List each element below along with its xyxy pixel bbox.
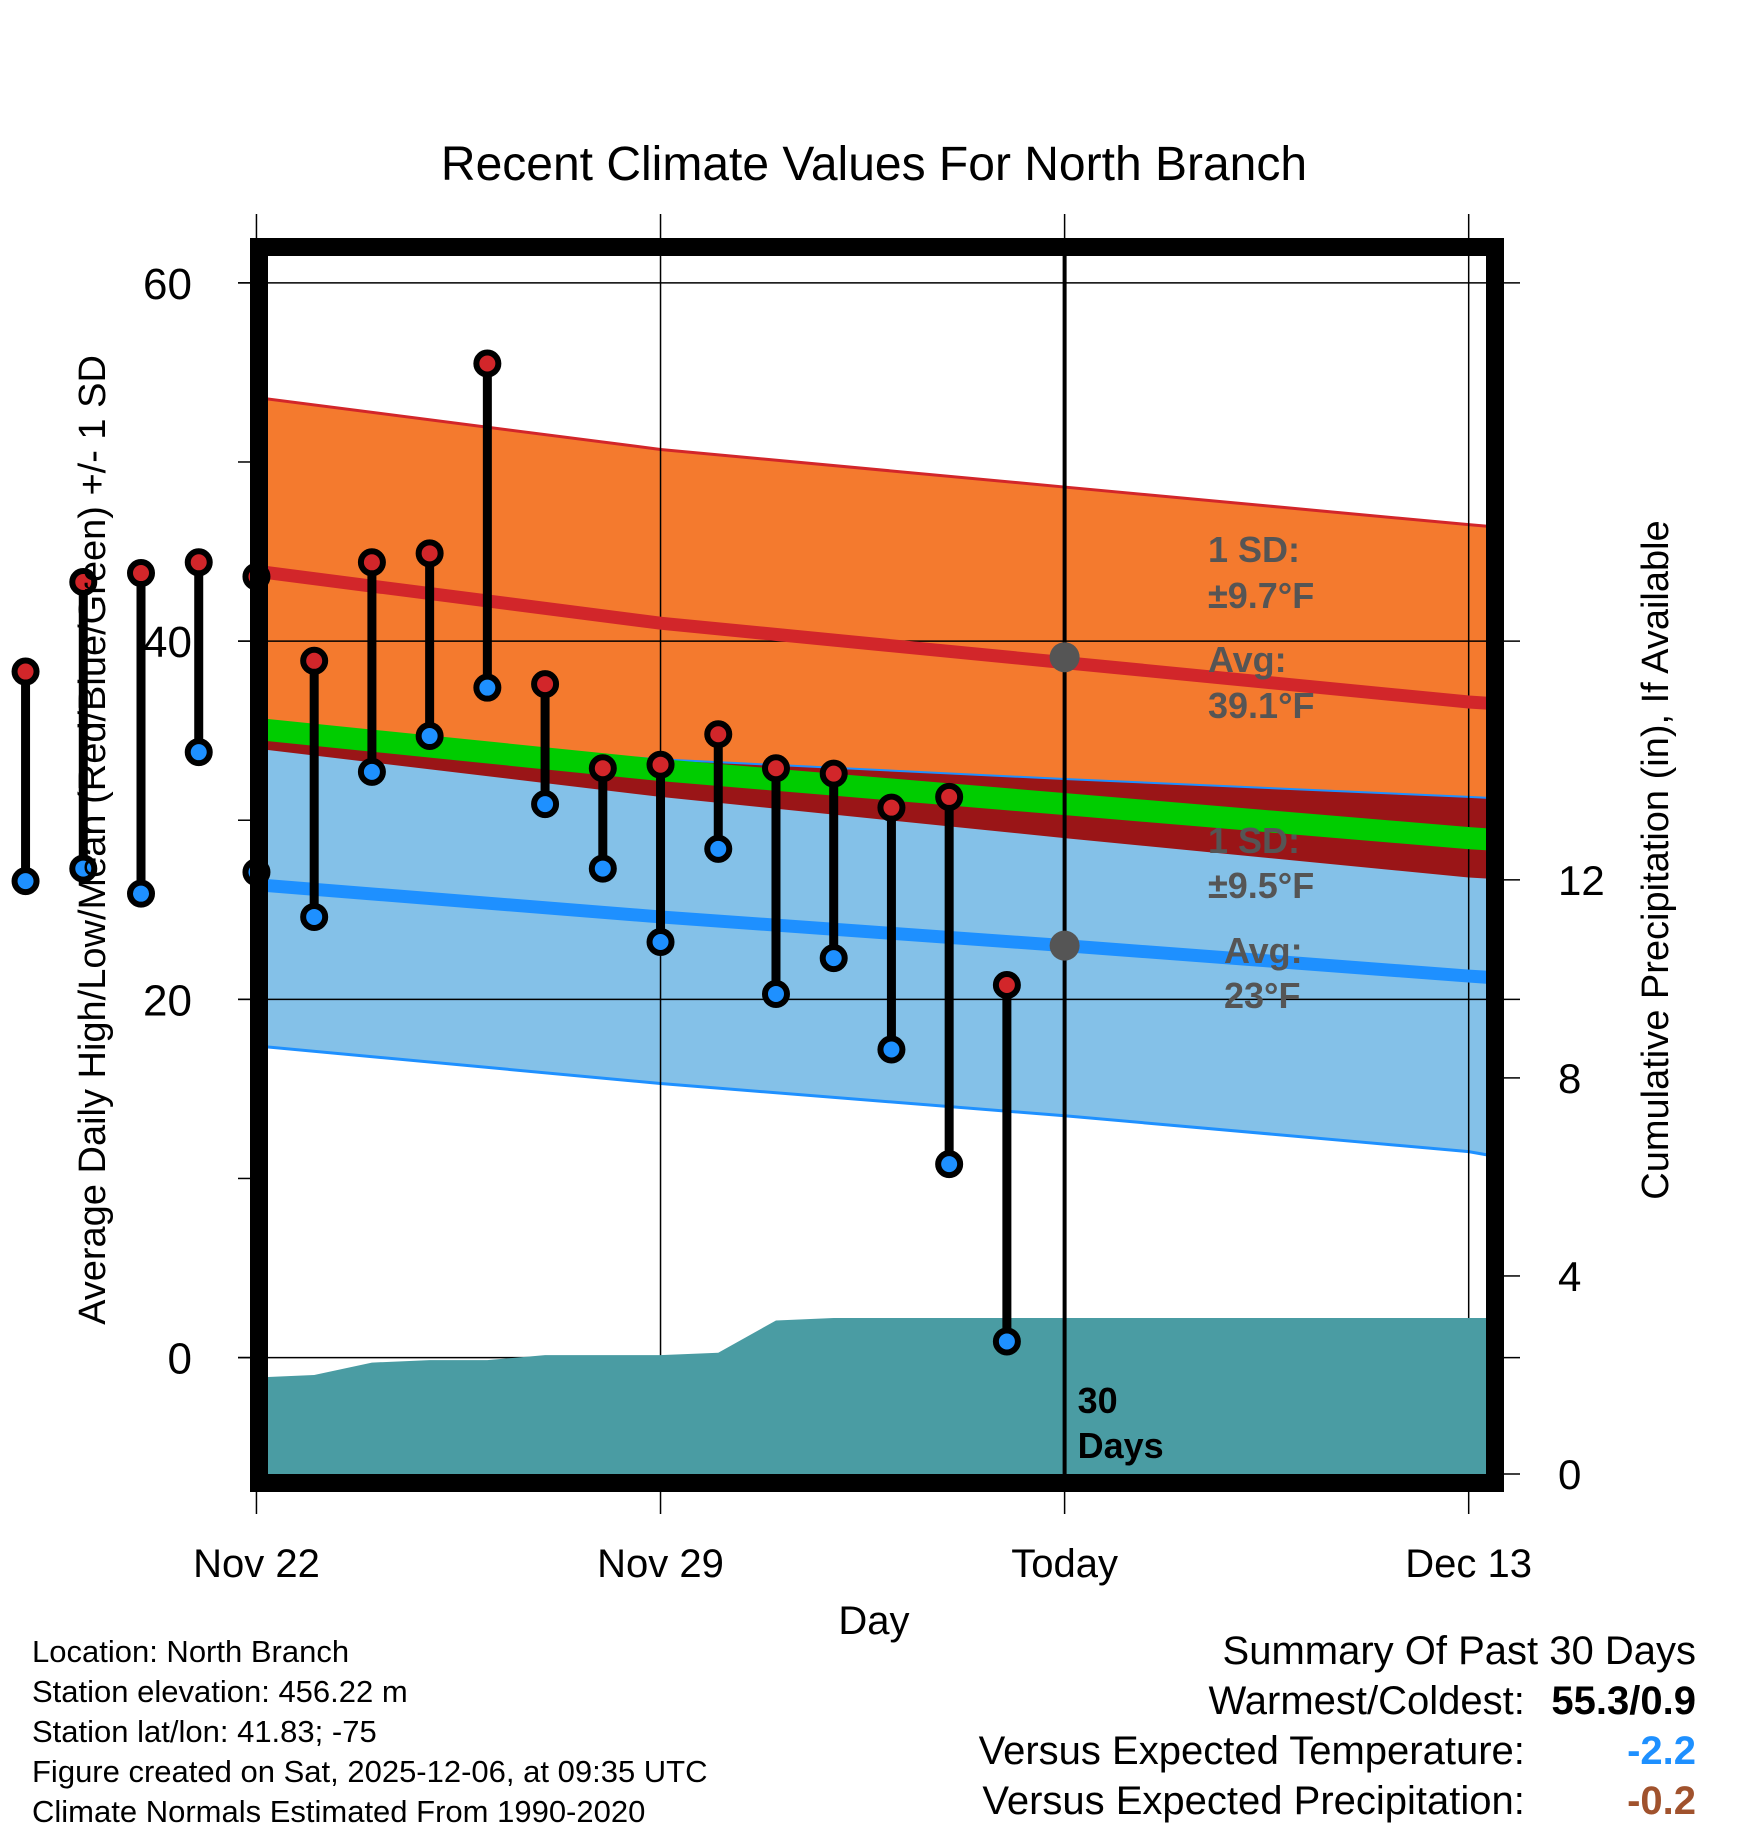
y-axis-label: Average Daily High/Low/Mean (Red/Blue/Gr… xyxy=(72,355,114,1325)
annotation-low-sd: 1 SD: xyxy=(1208,820,1300,861)
plot-frame xyxy=(250,238,1504,1492)
high-point xyxy=(184,548,213,577)
low-point xyxy=(704,834,733,863)
today-marker: 30 Days xyxy=(1062,256,1164,1474)
high-point xyxy=(819,759,848,788)
high-point xyxy=(127,559,156,588)
annotation-low-sd: ±9.5°F xyxy=(1208,865,1314,906)
summary-title: Summary Of Past 30 Days xyxy=(1222,1629,1696,1673)
high-point xyxy=(69,567,98,596)
high-point xyxy=(877,793,906,822)
y-right-axis-label: Cumulative Precipitation (in), If Availa… xyxy=(1635,520,1677,1199)
annotation-high-avg: 39.1°F xyxy=(1208,685,1314,726)
low-normal-line xyxy=(268,879,1486,984)
daily-points xyxy=(11,349,1080,1356)
y-right-tick-label: 12 xyxy=(1558,857,1605,904)
low-point xyxy=(935,1150,964,1179)
x-tick-label: Nov 22 xyxy=(193,1542,320,1586)
annotation-high-sd: 1 SD: xyxy=(1208,529,1300,570)
temp-value: -2.2 xyxy=(1627,1729,1696,1773)
high-point xyxy=(473,349,502,378)
low-point xyxy=(819,944,848,973)
low-point xyxy=(646,928,675,957)
daily-bars xyxy=(21,363,1012,1342)
normal-bands xyxy=(268,397,1486,1157)
low-point xyxy=(69,854,98,883)
high-upper-edge xyxy=(268,397,1486,528)
station-info: Location: North Branch Station elevation… xyxy=(32,1632,708,1832)
low-point xyxy=(992,1327,1021,1356)
low-point xyxy=(877,1035,906,1064)
normals-text: Climate Normals Estimated From 1990-2020 xyxy=(32,1794,646,1829)
high-point xyxy=(935,782,964,811)
low-point xyxy=(588,854,617,883)
latlon-text: Station lat/lon: 41.83; -75 xyxy=(32,1714,377,1749)
created-text: Figure created on Sat, 2025-12-06, at 09… xyxy=(32,1754,708,1789)
days-label: 30 Days xyxy=(1078,1380,1164,1466)
summary-temperature: Versus Expected Temperature: -2.2 xyxy=(979,1726,1696,1776)
temp-label: Versus Expected Temperature: xyxy=(978,1729,1525,1773)
low-point xyxy=(184,738,213,767)
precipitation-area xyxy=(268,1318,1486,1474)
low-point xyxy=(761,979,790,1008)
y-right-tick-label: 4 xyxy=(1558,1253,1581,1300)
y-tick-label: 0 xyxy=(168,1335,192,1384)
low-point xyxy=(531,790,560,819)
high-normal-line xyxy=(268,566,1486,710)
high-point xyxy=(588,754,617,783)
annotation-low-avg: 23°F xyxy=(1224,975,1300,1016)
summary-panel: Summary Of Past 30 Days Warmest/Coldest:… xyxy=(979,1626,1696,1826)
high-point xyxy=(531,670,560,699)
warmest-coldest-value: 55.3/0.9 xyxy=(1551,1679,1696,1723)
days-label-number: 30 xyxy=(1078,1380,1118,1421)
high-point xyxy=(761,754,790,783)
high-point xyxy=(704,720,733,749)
high-point xyxy=(11,657,40,686)
y-tick-label: 40 xyxy=(143,618,192,667)
chart-title: Recent Climate Values For North Branch xyxy=(441,138,1307,191)
y-right-tick-label: 8 xyxy=(1558,1055,1581,1102)
annotation-high-avg: Avg: xyxy=(1208,639,1287,680)
precip-area xyxy=(268,1318,1486,1474)
warmest-coldest-label: Warmest/Coldest: xyxy=(1208,1679,1525,1723)
annotation-low-avg: Avg: xyxy=(1224,930,1303,971)
precip-label: Versus Expected Precipitation: xyxy=(982,1779,1525,1823)
low-point xyxy=(473,673,502,702)
summary-precipitation: Versus Expected Precipitation: -0.2 xyxy=(979,1776,1696,1826)
x-axis-label: Day xyxy=(838,1599,909,1643)
x-tick-label: Nov 29 xyxy=(597,1542,724,1586)
high-point xyxy=(415,539,444,568)
low-point xyxy=(415,722,444,751)
high-point xyxy=(992,971,1021,1000)
annotation-high-sd: ±9.7°F xyxy=(1208,575,1314,616)
today-high-normal-dot xyxy=(1049,642,1080,673)
high-point xyxy=(357,548,386,577)
elevation-text: Station elevation: 456.22 m xyxy=(32,1674,408,1709)
low-point xyxy=(11,867,40,896)
today-low-normal-dot xyxy=(1049,930,1080,961)
plot-border xyxy=(250,238,1504,1492)
high-point xyxy=(646,750,675,779)
low-point xyxy=(127,879,156,908)
days-label-word: Days xyxy=(1078,1425,1164,1466)
mean-normal-line xyxy=(268,718,1486,851)
low-point xyxy=(357,757,386,786)
high-point xyxy=(300,646,329,675)
normal-lines xyxy=(268,566,1486,984)
precip-value: -0.2 xyxy=(1627,1779,1696,1823)
location-text: Location: North Branch xyxy=(32,1634,350,1669)
x-tick-label: Today xyxy=(1011,1542,1118,1586)
low-point xyxy=(300,902,329,931)
y-right-tick-label: 0 xyxy=(1558,1451,1581,1498)
x-tick-label: Dec 13 xyxy=(1405,1542,1532,1586)
y-tick-label: 60 xyxy=(143,260,192,309)
low-lower-edge xyxy=(268,1045,1486,1157)
y-tick-label: 20 xyxy=(143,976,192,1025)
summary-warmest-coldest: Warmest/Coldest: 55.3/0.9 xyxy=(979,1676,1697,1726)
